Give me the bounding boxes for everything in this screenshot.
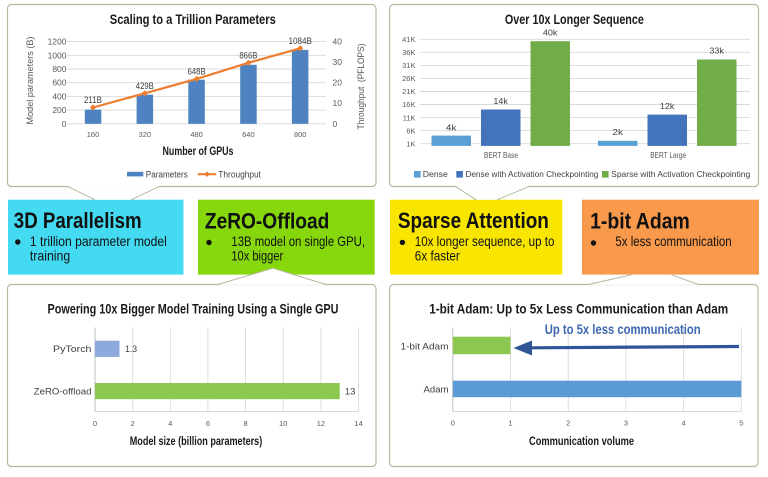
svg-text:14k: 14k: [493, 97, 508, 106]
svg-text:33k: 33k: [709, 47, 724, 56]
svg-text:Up to 5x less communication: Up to 5x less communication: [545, 322, 701, 337]
svg-text:Over 10x Longer Sequence: Over 10x Longer Sequence: [505, 12, 644, 27]
svg-text:41K: 41K: [402, 35, 415, 44]
svg-text:1-bit Adam: 1-bit Adam: [590, 209, 690, 234]
svg-text:1200: 1200: [48, 37, 67, 47]
svg-text:2: 2: [566, 419, 570, 428]
svg-text:1 trillion parameter model: 1 trillion parameter model: [30, 233, 167, 249]
svg-text:40k: 40k: [543, 28, 558, 37]
svg-text:320: 320: [139, 130, 152, 139]
svg-text:6: 6: [206, 419, 210, 428]
svg-text:866B: 866B: [239, 50, 257, 60]
svg-text:5: 5: [739, 419, 743, 428]
svg-text:BERT Large: BERT Large: [650, 151, 686, 160]
svg-text:6K: 6K: [406, 126, 415, 135]
svg-text:Number of GPUs: Number of GPUs: [163, 144, 234, 158]
svg-text:14: 14: [354, 419, 362, 428]
svg-text:0: 0: [333, 119, 338, 129]
svg-text:10: 10: [279, 419, 287, 428]
svg-text:Dense with Activation Checkpoi: Dense with Activation Checkpointing: [465, 169, 598, 179]
svg-text:2k: 2k: [612, 128, 623, 137]
svg-text:0: 0: [451, 419, 455, 428]
svg-text:1: 1: [508, 419, 512, 428]
svg-text:Scaling to a Trillion Paramete: Scaling to a Trillion Parameters: [110, 12, 276, 27]
svg-text:400: 400: [52, 91, 66, 101]
svg-text:16K: 16K: [402, 100, 415, 109]
svg-text:200: 200: [52, 105, 66, 115]
svg-text:10x longer sequence, up to: 10x longer sequence, up to: [415, 233, 555, 249]
svg-text:Sparse Attention: Sparse Attention: [398, 208, 549, 233]
svg-text:13: 13: [345, 386, 356, 397]
svg-text:211B: 211B: [84, 95, 102, 105]
svg-text:160: 160: [87, 130, 100, 139]
svg-text:36K: 36K: [402, 48, 415, 57]
svg-text:1K: 1K: [406, 139, 415, 148]
svg-text:0: 0: [62, 119, 67, 129]
svg-text:Adam: Adam: [424, 385, 449, 396]
svg-text:1.3: 1.3: [125, 344, 137, 355]
svg-text:30: 30: [333, 57, 343, 67]
svg-text:PyTorch: PyTorch: [53, 344, 92, 355]
svg-text:Sparse with Activation Checkpo: Sparse with Activation Checkpointing: [611, 169, 750, 179]
svg-text:4k: 4k: [446, 123, 457, 132]
svg-text:1-bit Adam: 1-bit Adam: [401, 342, 449, 353]
svg-text:Model parameters (B): Model parameters (B): [25, 36, 35, 124]
svg-text:1000: 1000: [48, 50, 67, 60]
svg-text:training: training: [30, 248, 70, 264]
svg-text:21K: 21K: [402, 87, 415, 96]
svg-text:8: 8: [244, 419, 248, 428]
svg-text:ZeRO-Offload: ZeRO-Offload: [205, 208, 329, 233]
svg-text:Throughput: Throughput: [218, 169, 261, 179]
svg-text:Powering 10x Bigger Model Trai: Powering 10x Bigger Model Training Using…: [48, 301, 339, 317]
svg-text:4: 4: [168, 419, 172, 428]
svg-text:6x faster: 6x faster: [415, 248, 460, 264]
svg-text:640: 640: [242, 130, 255, 139]
svg-text:429B: 429B: [136, 81, 154, 91]
svg-text:31K: 31K: [402, 61, 415, 70]
svg-text:10x bigger: 10x bigger: [231, 248, 283, 264]
svg-text:2: 2: [131, 419, 135, 428]
svg-text:480: 480: [190, 130, 203, 139]
svg-text:Communication volume: Communication volume: [529, 434, 634, 448]
svg-text:0: 0: [93, 419, 97, 428]
svg-text:12: 12: [317, 419, 325, 428]
svg-text:BERT Base: BERT Base: [484, 151, 518, 160]
svg-text:ZeRO-offload: ZeRO-offload: [34, 386, 92, 397]
svg-text:Throughput (PFLOPS): Throughput (PFLOPS): [356, 43, 366, 129]
svg-text:13B model on single GPU,: 13B model on single GPU,: [231, 233, 365, 249]
svg-text:3D Parallelism: 3D Parallelism: [14, 208, 142, 233]
svg-text:11K: 11K: [403, 113, 416, 122]
svg-text:648B: 648B: [188, 66, 206, 76]
svg-text:1-bit Adam: Up to 5x Less Comm: 1-bit Adam: Up to 5x Less Communication …: [429, 301, 728, 317]
svg-text:10: 10: [333, 98, 343, 108]
svg-text:5x less communication: 5x less communication: [615, 233, 731, 249]
svg-text:3: 3: [624, 419, 628, 428]
svg-text:800: 800: [52, 64, 66, 74]
svg-text:600: 600: [52, 78, 66, 88]
svg-text:Dense: Dense: [423, 169, 448, 179]
svg-text:26K: 26K: [402, 74, 415, 83]
svg-text:12k: 12k: [660, 102, 675, 111]
svg-text:40: 40: [333, 37, 343, 47]
svg-text:Model size (billion parameters: Model size (billion parameters): [130, 434, 263, 448]
svg-text:Parameters: Parameters: [146, 169, 189, 179]
svg-text:1084B: 1084B: [288, 36, 312, 46]
svg-text:4: 4: [682, 419, 686, 428]
svg-text:20: 20: [333, 78, 343, 88]
svg-text:800: 800: [294, 130, 307, 139]
